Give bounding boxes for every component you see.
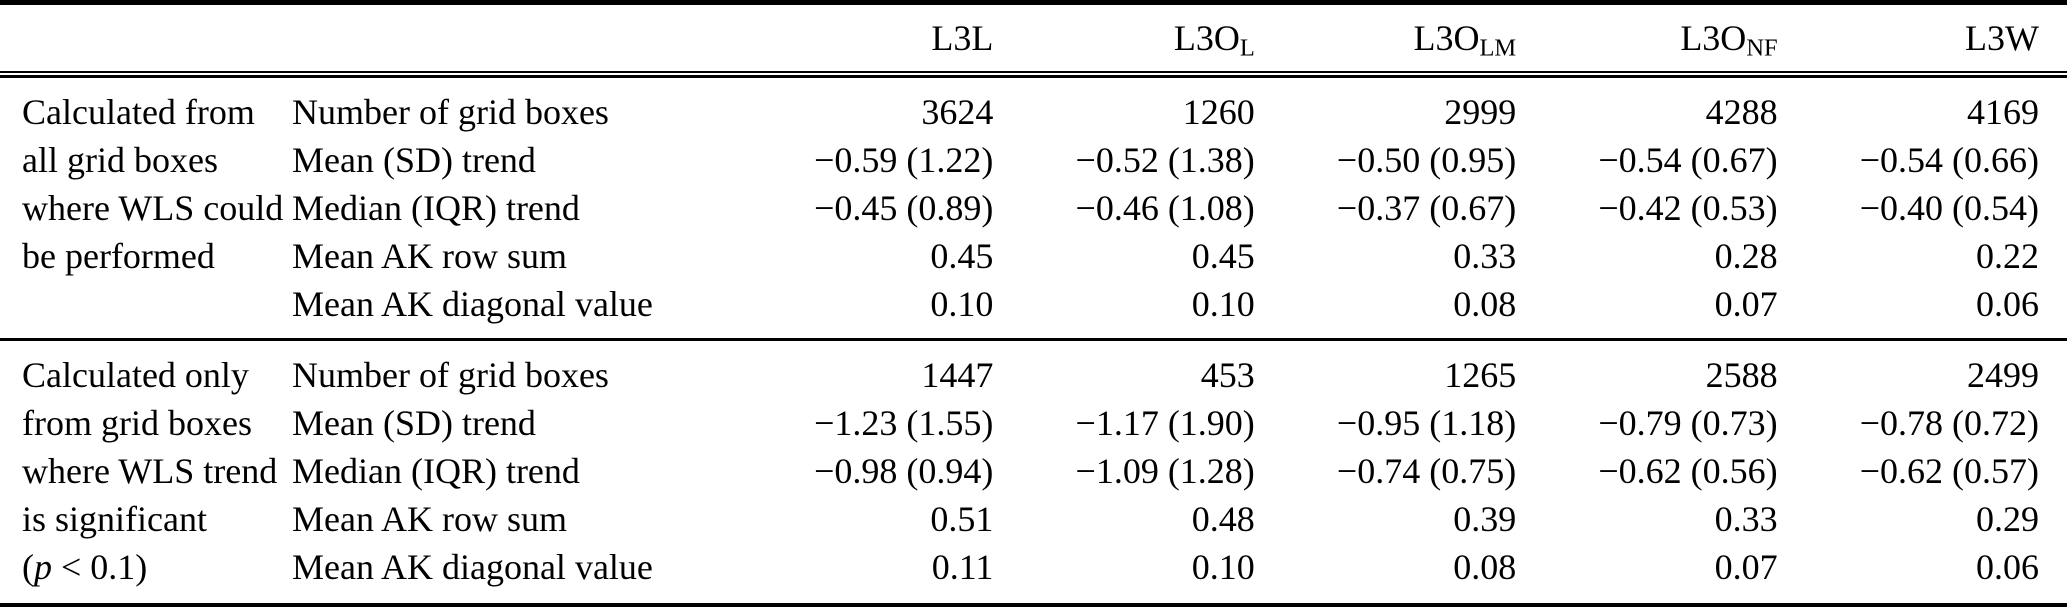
- value-cell: 4169: [1966, 92, 2039, 132]
- value-cell: 0.39: [1453, 499, 1517, 539]
- row-label-mean-ak-diagonal-value: Mean AK diagonal value: [292, 547, 653, 587]
- value-cell: 0.51: [930, 499, 994, 539]
- row-label-mean-ak-row-sum: Mean AK row sum: [292, 499, 567, 539]
- value-cell: −0.52 (1.38): [1075, 140, 1255, 180]
- value-cell: −1.09 (1.28): [1075, 451, 1255, 491]
- value-cell: −0.50 (0.95): [1336, 140, 1517, 180]
- value-cell: 1265: [1444, 355, 1517, 395]
- value-cell: 2588: [1705, 355, 1778, 395]
- column-header-text: L3L: [931, 18, 994, 58]
- column-header-text: L3O: [1173, 18, 1240, 58]
- group-separator-rule: [0, 338, 2067, 341]
- value-cell: 0.10: [1191, 547, 1255, 587]
- value-cell: 0.07: [1714, 284, 1778, 324]
- row-label-mean-sd-trend: Mean (SD) trend: [292, 140, 536, 180]
- column-header-l3o-nf: L3ONF: [1516, 17, 1778, 62]
- value-cell: 0.22: [1975, 236, 2039, 276]
- value-cell: 0.08: [1453, 284, 1517, 324]
- value-cell: 0.10: [1191, 284, 1255, 324]
- value-cell: 0.33: [1453, 236, 1517, 276]
- value-cell: 0.10: [930, 284, 994, 324]
- row-label-number-of-grid-boxes: Number of grid boxes: [292, 355, 609, 395]
- value-cell: 0.29: [1975, 499, 2039, 539]
- value-cell: −0.78 (0.72): [1859, 403, 2039, 443]
- value-cell: 0.33: [1714, 499, 1778, 539]
- group-all-grid-boxes: Calculated from all grid boxes where WLS…: [0, 78, 2067, 338]
- value-cell: −0.62 (0.57): [1859, 451, 2039, 491]
- header-separator-double-rule: [0, 71, 2067, 78]
- table-bottom-rule: [0, 603, 2067, 607]
- value-cell: 0.08: [1453, 547, 1517, 587]
- value-cell: 0.11: [931, 547, 994, 587]
- value-cell: 4288: [1705, 92, 1778, 132]
- group-significant-grid-boxes: Calculated only from grid boxes where WL…: [0, 341, 2067, 603]
- value-cell: −0.42 (0.53): [1598, 188, 1778, 228]
- column-header-subscript: L: [1239, 34, 1255, 62]
- row-label-median-iqr-trend: Median (IQR) trend: [292, 188, 580, 228]
- value-cell: 1260: [1182, 92, 1255, 132]
- value-cell: 0.06: [1975, 284, 2039, 324]
- group-label: Calculated only from grid boxes where WL…: [22, 351, 292, 591]
- value-cell: 0.48: [1191, 499, 1255, 539]
- column-header-text: L3O: [1680, 18, 1747, 58]
- value-cell: −0.79 (0.73): [1598, 403, 1778, 443]
- column-header-l3l: L3L: [732, 17, 993, 59]
- value-cell: −0.95 (1.18): [1336, 403, 1517, 443]
- group-label-p-note: (p < 0.1): [22, 543, 292, 591]
- row-label-mean-sd-trend: Mean (SD) trend: [292, 403, 536, 443]
- column-header-l3o-lm: L3OLM: [1255, 17, 1517, 62]
- value-cell: −0.45 (0.89): [814, 188, 994, 228]
- value-cell: 2999: [1444, 92, 1517, 132]
- p-note-rest: < 0.1): [52, 547, 148, 587]
- value-cell: −0.74 (0.75): [1336, 451, 1517, 491]
- column-header-text: L3W: [1965, 18, 2039, 58]
- value-cell: −0.62 (0.56): [1598, 451, 1778, 491]
- value-cell: 2499: [1966, 355, 2039, 395]
- value-cell: 0.06: [1975, 547, 2039, 587]
- group-label-line: from grid boxes: [22, 403, 252, 443]
- value-cell: −1.17 (1.90): [1075, 403, 1255, 443]
- value-cell: 0.45: [1191, 236, 1255, 276]
- column-header-l3w: L3W: [1778, 17, 2039, 59]
- group-label-line: all grid boxes: [22, 140, 218, 180]
- group-label-line: Calculated only: [22, 355, 249, 395]
- column-header-subscript: LM: [1479, 34, 1517, 62]
- column-header-subscript: NF: [1746, 34, 1778, 62]
- row-label-median-iqr-trend: Median (IQR) trend: [292, 451, 580, 491]
- value-cell: −0.37 (0.67): [1336, 188, 1517, 228]
- value-cell: −0.54 (0.67): [1598, 140, 1778, 180]
- value-cell: −0.59 (1.22): [814, 140, 994, 180]
- value-cell: 453: [1200, 355, 1255, 395]
- value-cell: −1.23 (1.55): [814, 403, 994, 443]
- group-label-line: be performed: [22, 236, 215, 276]
- row-label-mean-ak-diagonal-value: Mean AK diagonal value: [292, 284, 653, 324]
- value-cell: −0.54 (0.66): [1859, 140, 2039, 180]
- p-variable: p: [34, 547, 52, 587]
- value-cell: 3624: [921, 92, 994, 132]
- group-label-line: where WLS trend: [22, 451, 278, 491]
- group-label-line: where WLS could: [22, 188, 284, 228]
- value-cell: 1447: [921, 355, 994, 395]
- table-top-rule: [0, 0, 2067, 5]
- row-label-number-of-grid-boxes: Number of grid boxes: [292, 92, 609, 132]
- value-cell: −0.98 (0.94): [814, 451, 994, 491]
- value-cell: 0.28: [1714, 236, 1778, 276]
- group-label: Calculated from all grid boxes where WLS…: [22, 88, 292, 280]
- value-cell: −0.46 (1.08): [1075, 188, 1255, 228]
- value-cell: 0.07: [1714, 547, 1778, 587]
- p-note-open: (: [22, 547, 34, 587]
- column-header-text: L3O: [1413, 18, 1480, 58]
- group-label-line: Calculated from: [22, 92, 255, 132]
- value-cell: 0.45: [930, 236, 994, 276]
- row-label-mean-ak-row-sum: Mean AK row sum: [292, 236, 567, 276]
- table-header-row: L3L L3OL L3OLM L3ONF L3W: [0, 5, 2067, 71]
- group-label-line: is significant: [22, 499, 207, 539]
- value-cell: −0.40 (0.54): [1859, 188, 2039, 228]
- column-header-l3o-l: L3OL: [993, 17, 1255, 62]
